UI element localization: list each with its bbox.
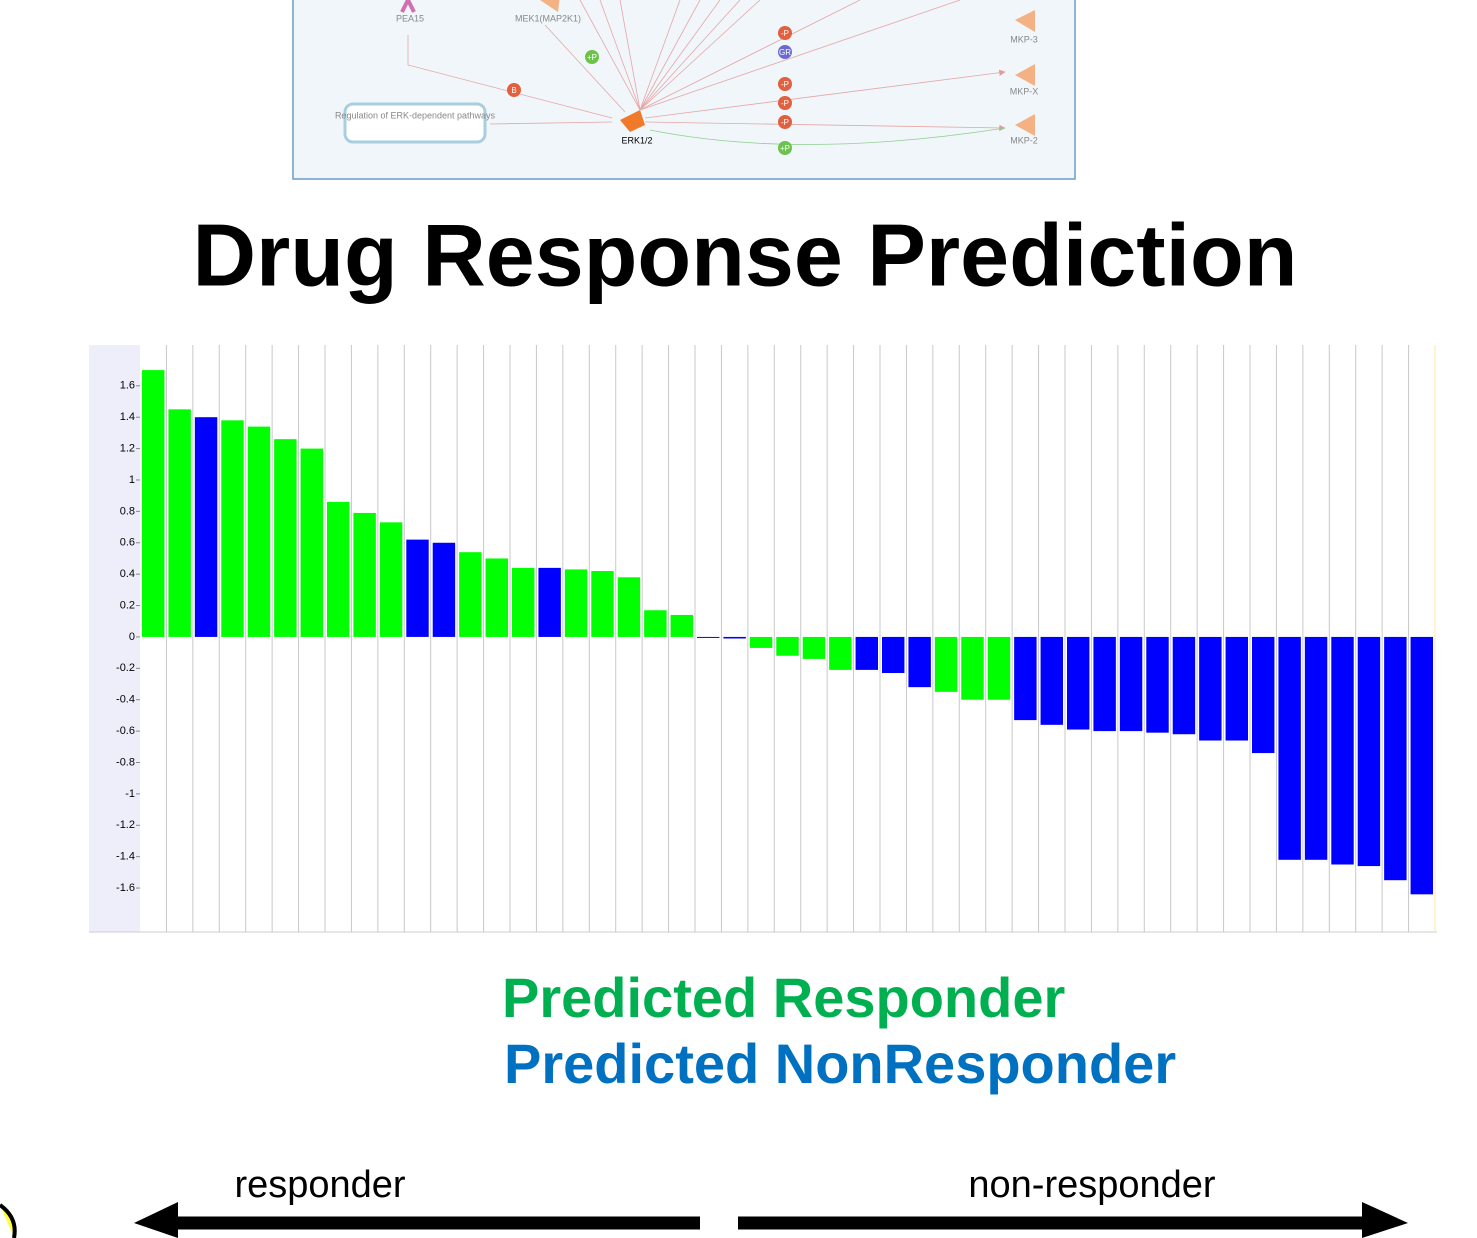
bar bbox=[1358, 637, 1380, 866]
bar bbox=[301, 449, 323, 637]
annotation-right: non-responder bbox=[968, 1164, 1216, 1206]
bar bbox=[671, 615, 693, 637]
y-tick-label: 0.6 bbox=[120, 537, 135, 549]
arrow-left-head bbox=[134, 1202, 178, 1238]
y-tick-label: 0 bbox=[129, 631, 135, 643]
bar bbox=[512, 568, 534, 637]
corner-decor bbox=[0, 1205, 15, 1238]
bar bbox=[1384, 637, 1406, 880]
bar bbox=[406, 540, 428, 637]
bar bbox=[1093, 637, 1115, 731]
node-label: MEK1(MAP2K1) bbox=[515, 13, 581, 23]
node-label: MKP-2 bbox=[1010, 135, 1038, 145]
bar bbox=[1146, 637, 1168, 733]
page: PEA15 MEK1(MAP2K1) MKP-3 MKP-X MKP-2 ERK1/2 Re… bbox=[0, 0, 1477, 1238]
bar bbox=[1120, 637, 1142, 731]
bar bbox=[1252, 637, 1274, 753]
bar bbox=[1411, 637, 1433, 894]
y-tick-label: -0.6 bbox=[116, 725, 135, 737]
bar bbox=[935, 637, 957, 692]
slide: PEA15 MEK1(MAP2K1) MKP-3 MKP-X MKP-2 ERK1/2 Re… bbox=[0, 0, 1477, 1238]
bar bbox=[248, 427, 270, 637]
y-tick-label: 1.6 bbox=[120, 380, 135, 392]
y-tick-label: -0.8 bbox=[116, 756, 135, 768]
node-label: Regulation of ERK-dependent pathways bbox=[335, 110, 496, 120]
y-tick-label: 1.2 bbox=[120, 442, 135, 454]
bar bbox=[1305, 637, 1327, 860]
badge-label: -P bbox=[781, 80, 789, 89]
y-tick-label: 0.2 bbox=[120, 599, 135, 611]
legend-entry: Predicted NonResponder bbox=[504, 1032, 1176, 1095]
bar bbox=[856, 637, 878, 670]
badge-label: -P bbox=[781, 99, 789, 108]
bar bbox=[1278, 637, 1300, 860]
bar bbox=[803, 637, 825, 659]
title: Drug Response Prediction bbox=[192, 205, 1297, 304]
bar bbox=[723, 637, 745, 639]
y-tick-label: 1.4 bbox=[120, 411, 135, 423]
bar bbox=[618, 577, 640, 637]
y-tick-label: -0.4 bbox=[116, 694, 135, 706]
legend-entry: Predicted Responder bbox=[502, 966, 1065, 1029]
bar bbox=[961, 637, 983, 700]
bar bbox=[829, 637, 851, 670]
diagram-frame bbox=[293, 0, 1075, 179]
bar bbox=[1331, 637, 1353, 865]
node-label: MKP-X bbox=[1010, 86, 1039, 96]
bar bbox=[459, 552, 481, 637]
bar bbox=[486, 558, 508, 636]
badge-label: +P bbox=[780, 144, 790, 153]
bar bbox=[908, 637, 930, 687]
bar bbox=[591, 571, 613, 637]
bar bbox=[1014, 637, 1036, 720]
bar bbox=[221, 420, 243, 637]
bar bbox=[1173, 637, 1195, 734]
bar bbox=[538, 568, 560, 637]
badge-label: -P bbox=[781, 118, 789, 127]
y-tick-label: 0.4 bbox=[120, 568, 135, 580]
y-tick-label: 0.8 bbox=[120, 505, 135, 517]
y-tick-label: -1.6 bbox=[116, 882, 135, 894]
bar bbox=[142, 370, 164, 637]
bar bbox=[988, 637, 1010, 700]
bar bbox=[274, 439, 296, 637]
bar bbox=[882, 637, 904, 673]
y-tick-label: 1 bbox=[129, 474, 135, 486]
y-tick-label: -0.2 bbox=[116, 662, 135, 674]
bar bbox=[697, 637, 719, 638]
bar bbox=[327, 502, 349, 637]
bar bbox=[1041, 637, 1063, 725]
bar bbox=[1067, 637, 1089, 730]
badge-label: -P bbox=[781, 29, 789, 38]
badge-label: B bbox=[511, 86, 516, 95]
bar bbox=[168, 409, 190, 637]
node-label: ERK1/2 bbox=[621, 135, 652, 145]
y-tick-label: -1.2 bbox=[116, 819, 135, 831]
node-label: MKP-3 bbox=[1010, 34, 1038, 44]
bar bbox=[195, 417, 217, 637]
bar bbox=[644, 610, 666, 637]
badge-label: +P bbox=[587, 53, 597, 62]
bar bbox=[380, 522, 402, 637]
bar bbox=[353, 513, 375, 637]
node-label: PEA15 bbox=[396, 13, 424, 23]
bar bbox=[776, 637, 798, 656]
badge-label: GR bbox=[779, 48, 791, 57]
bar bbox=[1199, 637, 1221, 741]
bar bbox=[1226, 637, 1248, 741]
annotation-left: responder bbox=[234, 1164, 405, 1206]
y-tick-label: -1.4 bbox=[116, 851, 135, 863]
bar bbox=[565, 569, 587, 636]
bar bbox=[433, 543, 455, 637]
arrow-right-head bbox=[1362, 1202, 1408, 1238]
bar bbox=[750, 637, 772, 648]
y-tick-label: -1 bbox=[125, 788, 135, 800]
